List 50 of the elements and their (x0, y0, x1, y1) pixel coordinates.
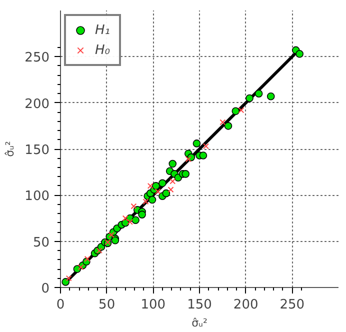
point (142, 198, 149, 205)
point (246, 94, 254, 102)
y-tick-label: 100 (24, 189, 50, 204)
point (232, 107, 240, 116)
point (203, 143, 209, 150)
point (168, 160, 177, 168)
point (154, 188, 161, 194)
point (266, 92, 275, 100)
point (127, 218, 133, 225)
x-tick-label: 0 (56, 298, 65, 312)
x-tick-label: 100 (140, 298, 166, 312)
x-tick-label: 250 (280, 298, 305, 312)
y-tick-label: 0 (41, 282, 50, 296)
point (62, 278, 70, 286)
y-tick-label: 250 (24, 50, 50, 66)
point (158, 179, 166, 188)
point (199, 152, 208, 160)
y-tick-label: 200 (24, 96, 50, 112)
point (66, 275, 72, 282)
point (96, 248, 102, 254)
point (238, 107, 244, 114)
point (132, 216, 140, 224)
x-tick-label: 150 (187, 298, 212, 312)
x-tick-label: 50 (98, 298, 116, 312)
legend-label: H₁ (95, 22, 111, 38)
point (78, 264, 84, 270)
point (148, 196, 156, 204)
point (170, 178, 176, 184)
point (84, 256, 90, 262)
point (296, 50, 304, 58)
point (130, 203, 137, 210)
point (220, 119, 226, 126)
y-tick-label: 150 (24, 143, 50, 158)
point (254, 90, 263, 98)
point (147, 182, 154, 189)
point (185, 156, 192, 162)
x-axis-title: σ̂ᵤ² (192, 316, 208, 330)
point (138, 210, 146, 218)
point (108, 232, 114, 238)
y-tick-label: 50 (32, 235, 50, 250)
x-tick-label: 200 (233, 298, 258, 312)
point (168, 186, 174, 193)
point (152, 182, 160, 190)
point (182, 170, 190, 178)
y-axis-title: σ̂ᵤ² (4, 141, 17, 157)
legend-label: H₀ (95, 42, 111, 58)
point (162, 189, 170, 198)
point (192, 140, 201, 148)
point (224, 122, 232, 130)
point (122, 215, 128, 222)
